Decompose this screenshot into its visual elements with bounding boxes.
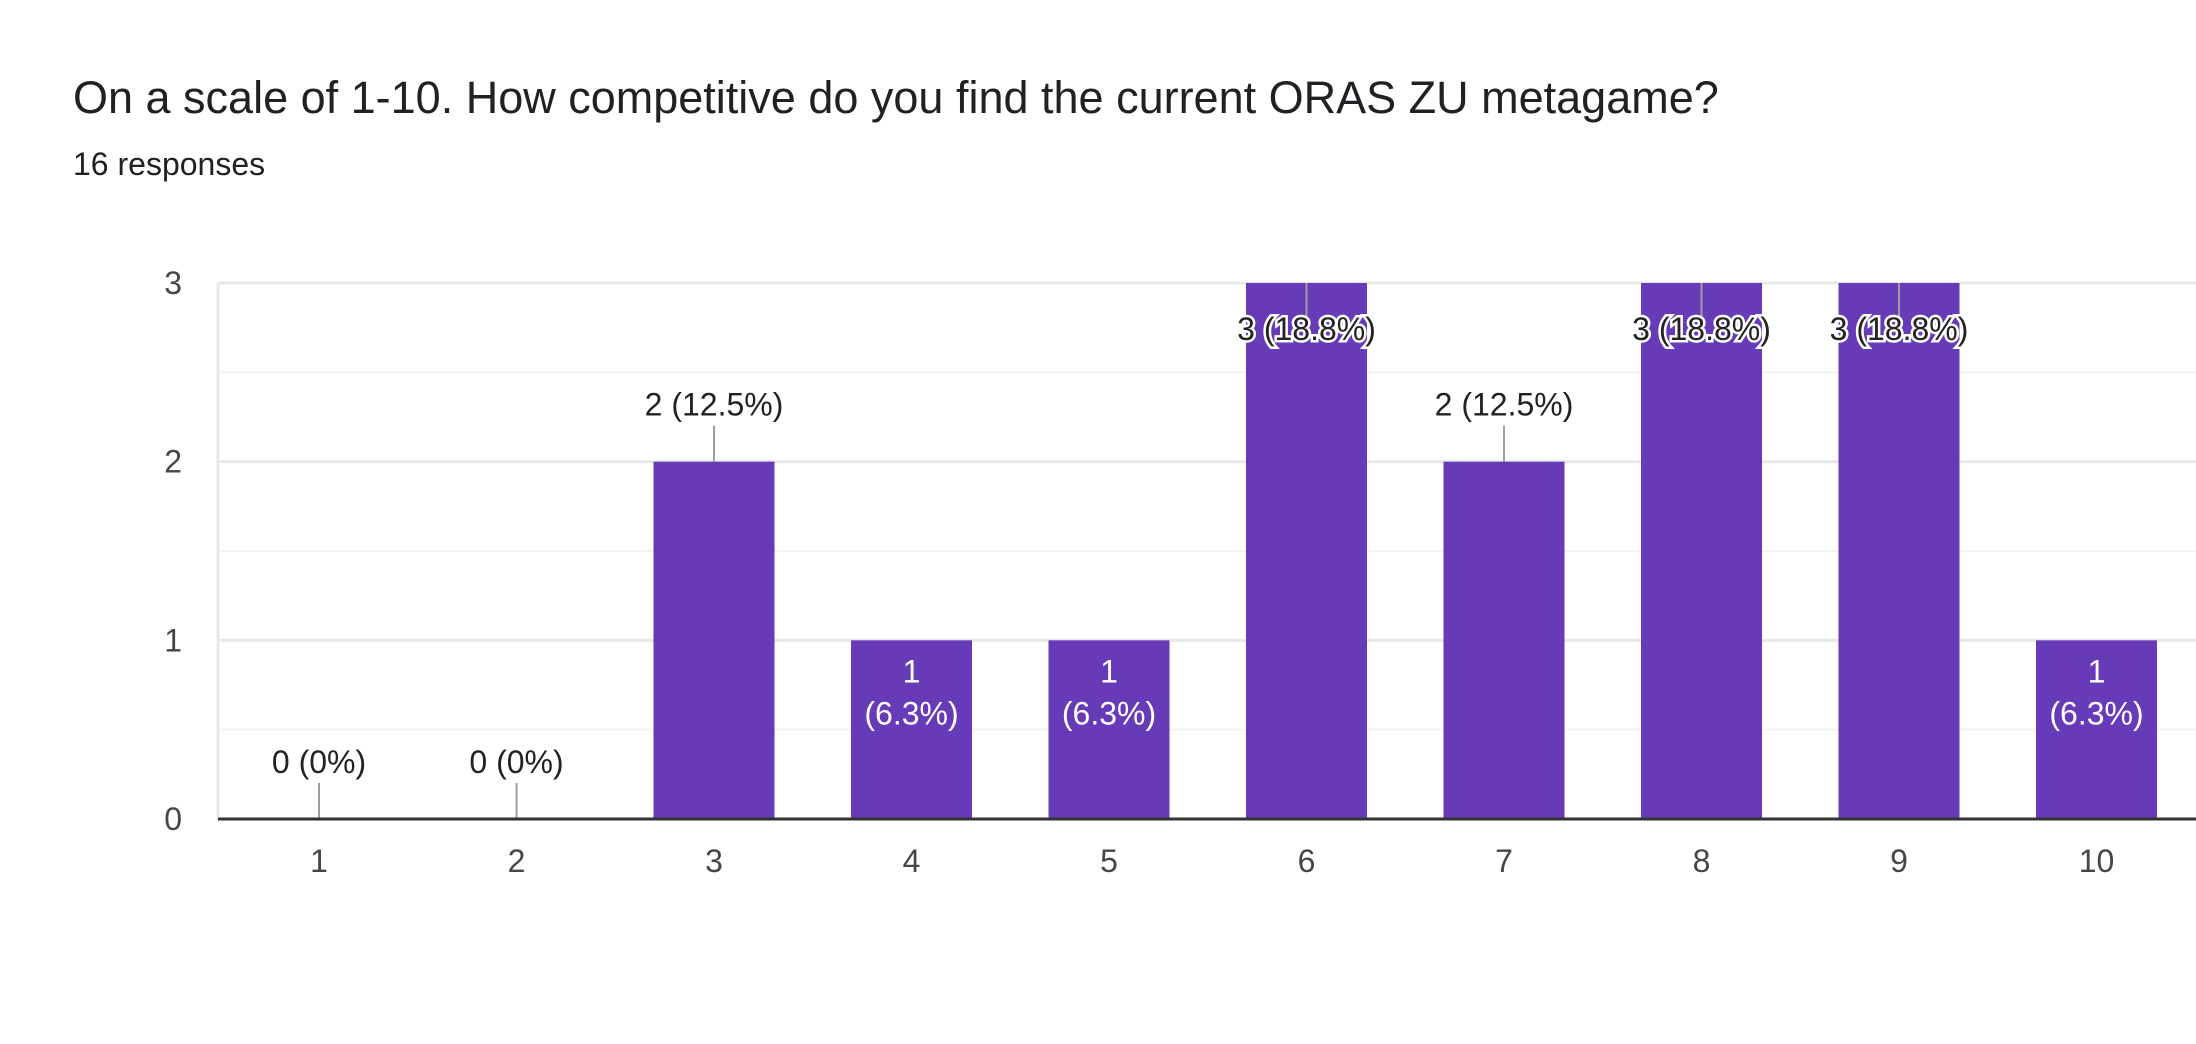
x-tick-label: 1 <box>310 843 328 879</box>
bar <box>1048 640 1170 819</box>
x-tick-label: 9 <box>1890 843 1908 879</box>
x-tick-label: 3 <box>705 843 723 879</box>
response-count: 16 responses <box>73 146 266 182</box>
data-label: (6.3%) <box>2049 695 2143 731</box>
x-tick-label: 5 <box>1100 843 1118 879</box>
data-label: 3 (18.8%) <box>1830 311 1969 347</box>
data-label: (6.3%) <box>1062 695 1156 731</box>
bar <box>1838 283 1960 819</box>
x-tick-label: 7 <box>1495 843 1513 879</box>
bar <box>1641 283 1762 819</box>
data-label: 3 (18.8%) <box>1632 311 1771 347</box>
x-tick-label: 8 <box>1693 843 1711 879</box>
y-tick-label: 3 <box>164 265 182 301</box>
question-title: On a scale of 1-10. How competitive do y… <box>73 72 1719 123</box>
data-label: 0 (0%) <box>272 744 366 780</box>
x-tick-label: 2 <box>508 843 526 879</box>
x-tick-label: 6 <box>1298 843 1316 879</box>
bar <box>2036 640 2157 819</box>
y-tick-label: 0 <box>164 801 182 837</box>
data-label: 2 (12.5%) <box>645 387 784 423</box>
bar <box>1246 283 1367 819</box>
y-tick-label: 2 <box>164 444 182 480</box>
bar <box>1443 461 1565 819</box>
bar <box>851 640 972 819</box>
data-label: 1 <box>903 653 921 689</box>
data-label: 1 <box>1100 653 1118 689</box>
data-label: 0 (0%) <box>469 744 563 780</box>
data-label: 3 (18.8%) <box>1237 311 1376 347</box>
x-tick-label: 4 <box>903 843 921 879</box>
data-label: (6.3%) <box>864 695 958 731</box>
y-tick-label: 1 <box>164 622 182 658</box>
data-label: 1 <box>2088 653 2106 689</box>
bar <box>653 461 775 819</box>
data-label: 2 (12.5%) <box>1435 387 1574 423</box>
x-tick-label: 10 <box>2079 843 2115 879</box>
